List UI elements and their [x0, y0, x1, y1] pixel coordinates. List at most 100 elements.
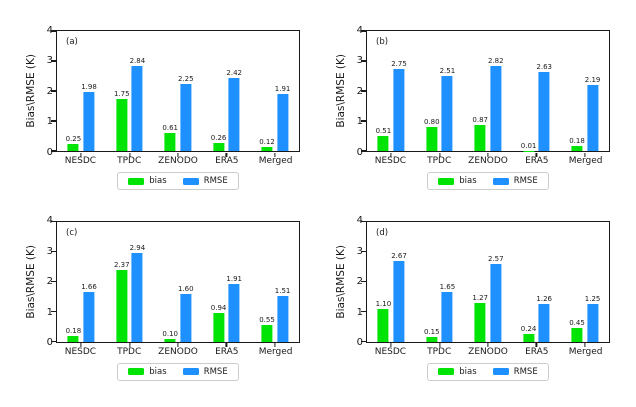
y-tick-label: 3 [357, 246, 363, 257]
rmse-swatch-icon [182, 368, 199, 375]
rmse-swatch-icon [182, 177, 199, 185]
bias-swatch-icon [128, 177, 145, 185]
rmse-bar [131, 253, 143, 342]
rmse-bar [441, 292, 453, 342]
y-tick-mark [50, 30, 56, 32]
bias-bar [261, 325, 273, 342]
bar-group: 2.37 2.94 [114, 222, 145, 342]
bar-value-label: 0.18 [569, 136, 585, 145]
x-tick-mark [487, 152, 489, 157]
bar-value-label: 1.75 [114, 89, 130, 98]
y-tick-mark [50, 90, 56, 92]
y-tick-label: 2 [47, 276, 53, 287]
bar-value-label: 0.24 [520, 325, 537, 334]
plot-area: (d) 1.10 2.67 0.15 1.65 1.27 2.57 0.24 1.26 0.45… [360, 220, 610, 347]
y-tick-mark [360, 280, 366, 283]
legend: bias RMSE [117, 362, 239, 381]
bar-value-label: 1.60 [178, 284, 194, 293]
x-tick-label: NESDC [64, 156, 97, 166]
bar-value-label: 2.63 [536, 63, 552, 72]
legend-label-bias: bias [149, 176, 167, 186]
bar-value-label: 1.91 [226, 275, 242, 284]
rmse-bar [277, 93, 289, 151]
rmse-bar [131, 65, 143, 151]
bar-value-label: 1.27 [472, 294, 488, 303]
bar-group: 0.25 1.98 [66, 31, 97, 151]
y-tick-label: 0 [356, 337, 363, 348]
x-tick-label: ZENODO [158, 346, 198, 357]
bias-bar [213, 143, 225, 151]
bar-group: 0.80 2.51 [424, 31, 455, 151]
x-tick-label: ZENODO [158, 156, 198, 166]
y-tick-label: 4 [47, 25, 53, 36]
x-tick-mark [129, 152, 131, 157]
bias-swatch-icon [438, 177, 455, 185]
y-axis-label: Bias\RMSE (K) [25, 54, 37, 128]
rmse-bar [180, 83, 192, 151]
bias-bar [116, 270, 128, 342]
panel-letter: (a) [66, 37, 78, 47]
panel-letter: (d) [376, 227, 389, 238]
bar-value-label: 2.82 [488, 57, 504, 66]
y-tick-mark [360, 30, 366, 32]
bar-value-label: 1.98 [81, 82, 97, 91]
bar-value-label: 0.15 [424, 328, 440, 336]
rmse-bar [180, 293, 192, 342]
bar-value-label: 2.51 [439, 66, 456, 75]
y-tick-mark [50, 340, 56, 343]
bar-group: 0.18 1.66 [66, 222, 97, 342]
subplot-a: Bias\RMSE (K) 0 1 2 3 4 (a) 0.25 1.98 1.75 2.84… [24, 25, 310, 205]
y-tick-label: 2 [47, 86, 53, 97]
rmse-bar [83, 291, 95, 342]
bias-bar [67, 336, 79, 342]
x-tick-label: NESDC [64, 346, 97, 357]
x-tick-label: ERA5 [215, 156, 239, 166]
bias-bar [164, 132, 176, 151]
plot-area: (c) 0.18 1.66 2.37 2.94 0.10 1.60 0.94 1.91 0.55… [50, 220, 300, 347]
bias-bar [571, 145, 583, 151]
x-tick-mark [390, 343, 392, 347]
x-tick-mark [439, 152, 441, 157]
bias-bar [377, 308, 389, 342]
bar-group: 0.12 1.91 [259, 31, 290, 151]
bar-group: 0.55 1.51 [259, 222, 290, 342]
bar-value-label: 1.10 [375, 299, 392, 308]
y-tick-mark [50, 150, 56, 152]
y-axis-label: Bias\RMSE (K) [335, 244, 347, 319]
x-tick-mark [584, 152, 586, 157]
y-tick-mark [50, 220, 56, 223]
legend: bias RMSE [117, 172, 239, 190]
x-tick-mark [177, 152, 179, 157]
bias-bar [67, 143, 79, 151]
bar-value-label: 1.66 [81, 282, 97, 291]
subplot-b: Bias\RMSE (K) 0 1 2 3 4 (b) 0.51 2.75 0.80 2.51… [334, 25, 620, 205]
y-tick-mark [360, 90, 366, 92]
legend-item-rmse: RMSE [492, 176, 538, 186]
legend-label-rmse: RMSE [203, 366, 228, 377]
x-tick-label: Merged [568, 346, 603, 357]
x-tick-label: ERA5 [525, 156, 549, 166]
bar-value-label: 1.26 [536, 294, 552, 303]
bar-value-label: 0.61 [162, 123, 178, 132]
bar-group: 0.94 1.91 [211, 222, 242, 342]
bar-group: 0.24 1.26 [521, 222, 552, 342]
x-tick-label: Merged [568, 156, 603, 166]
x-tick-mark [80, 152, 82, 157]
legend: bias RMSE [427, 172, 549, 190]
x-tick-label: TPDC [117, 156, 142, 166]
y-tick-mark [50, 280, 56, 283]
y-axis: 0 1 2 3 4 [38, 215, 56, 348]
y-tick-label: 1 [47, 307, 53, 318]
x-tick-mark [584, 343, 586, 347]
bar-value-label: 1.65 [439, 283, 456, 291]
bar-value-label: 0.12 [259, 138, 275, 147]
bar-value-label: 1.25 [584, 295, 601, 303]
x-tick-label: NESDC [374, 156, 407, 166]
y-tick-label: 4 [47, 215, 53, 226]
legend: bias RMSE [427, 362, 549, 381]
bar-value-label: 0.55 [259, 316, 275, 324]
bias-swatch-icon [128, 368, 145, 375]
x-axis: NESDC TPDC ZENODO ERA5 Merged [366, 343, 610, 358]
rmse-bar [393, 68, 405, 151]
x-tick-mark [390, 152, 392, 157]
